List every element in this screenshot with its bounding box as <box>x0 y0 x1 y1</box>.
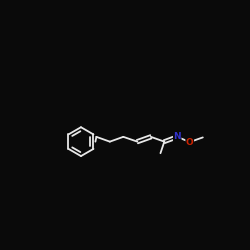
Text: N: N <box>174 132 181 141</box>
Text: O: O <box>186 138 194 146</box>
